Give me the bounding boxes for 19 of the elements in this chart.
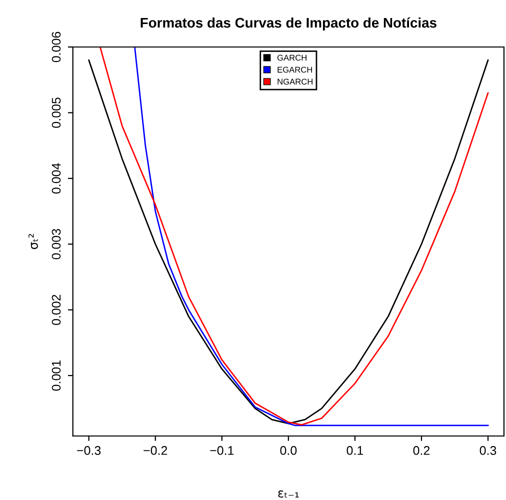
x-tick-label: 0.2 [413,446,430,455]
y-axis-title: σₜ² [28,234,38,250]
x-tick-label: 0.1 [346,446,364,455]
x-tick-label: 0.0 [280,446,297,455]
legend-label: NGARCH [278,78,312,85]
legend-label: GARCH [277,54,306,61]
y-tick-label: 0.005 [52,98,61,128]
x-tick-label: 0.3 [480,446,496,455]
x-tick-label: −0.1 [210,446,234,455]
y-tick-label: 0.004 [52,163,61,194]
chart-title: Formatos das Curvas de Impacto de Notícias [140,17,436,30]
x-tick-label: −0.3 [77,446,101,455]
x-axis-title: εₜ₋₁ [278,490,299,498]
legend-label: EGARCH [278,66,312,73]
y-tick-label: 0.001 [52,360,61,391]
y-tick-label: 0.002 [52,294,61,325]
y-tick-label: 0.006 [52,32,61,62]
x-tick-label: −0.2 [144,446,168,455]
y-tick-label: 0.003 [52,229,61,260]
